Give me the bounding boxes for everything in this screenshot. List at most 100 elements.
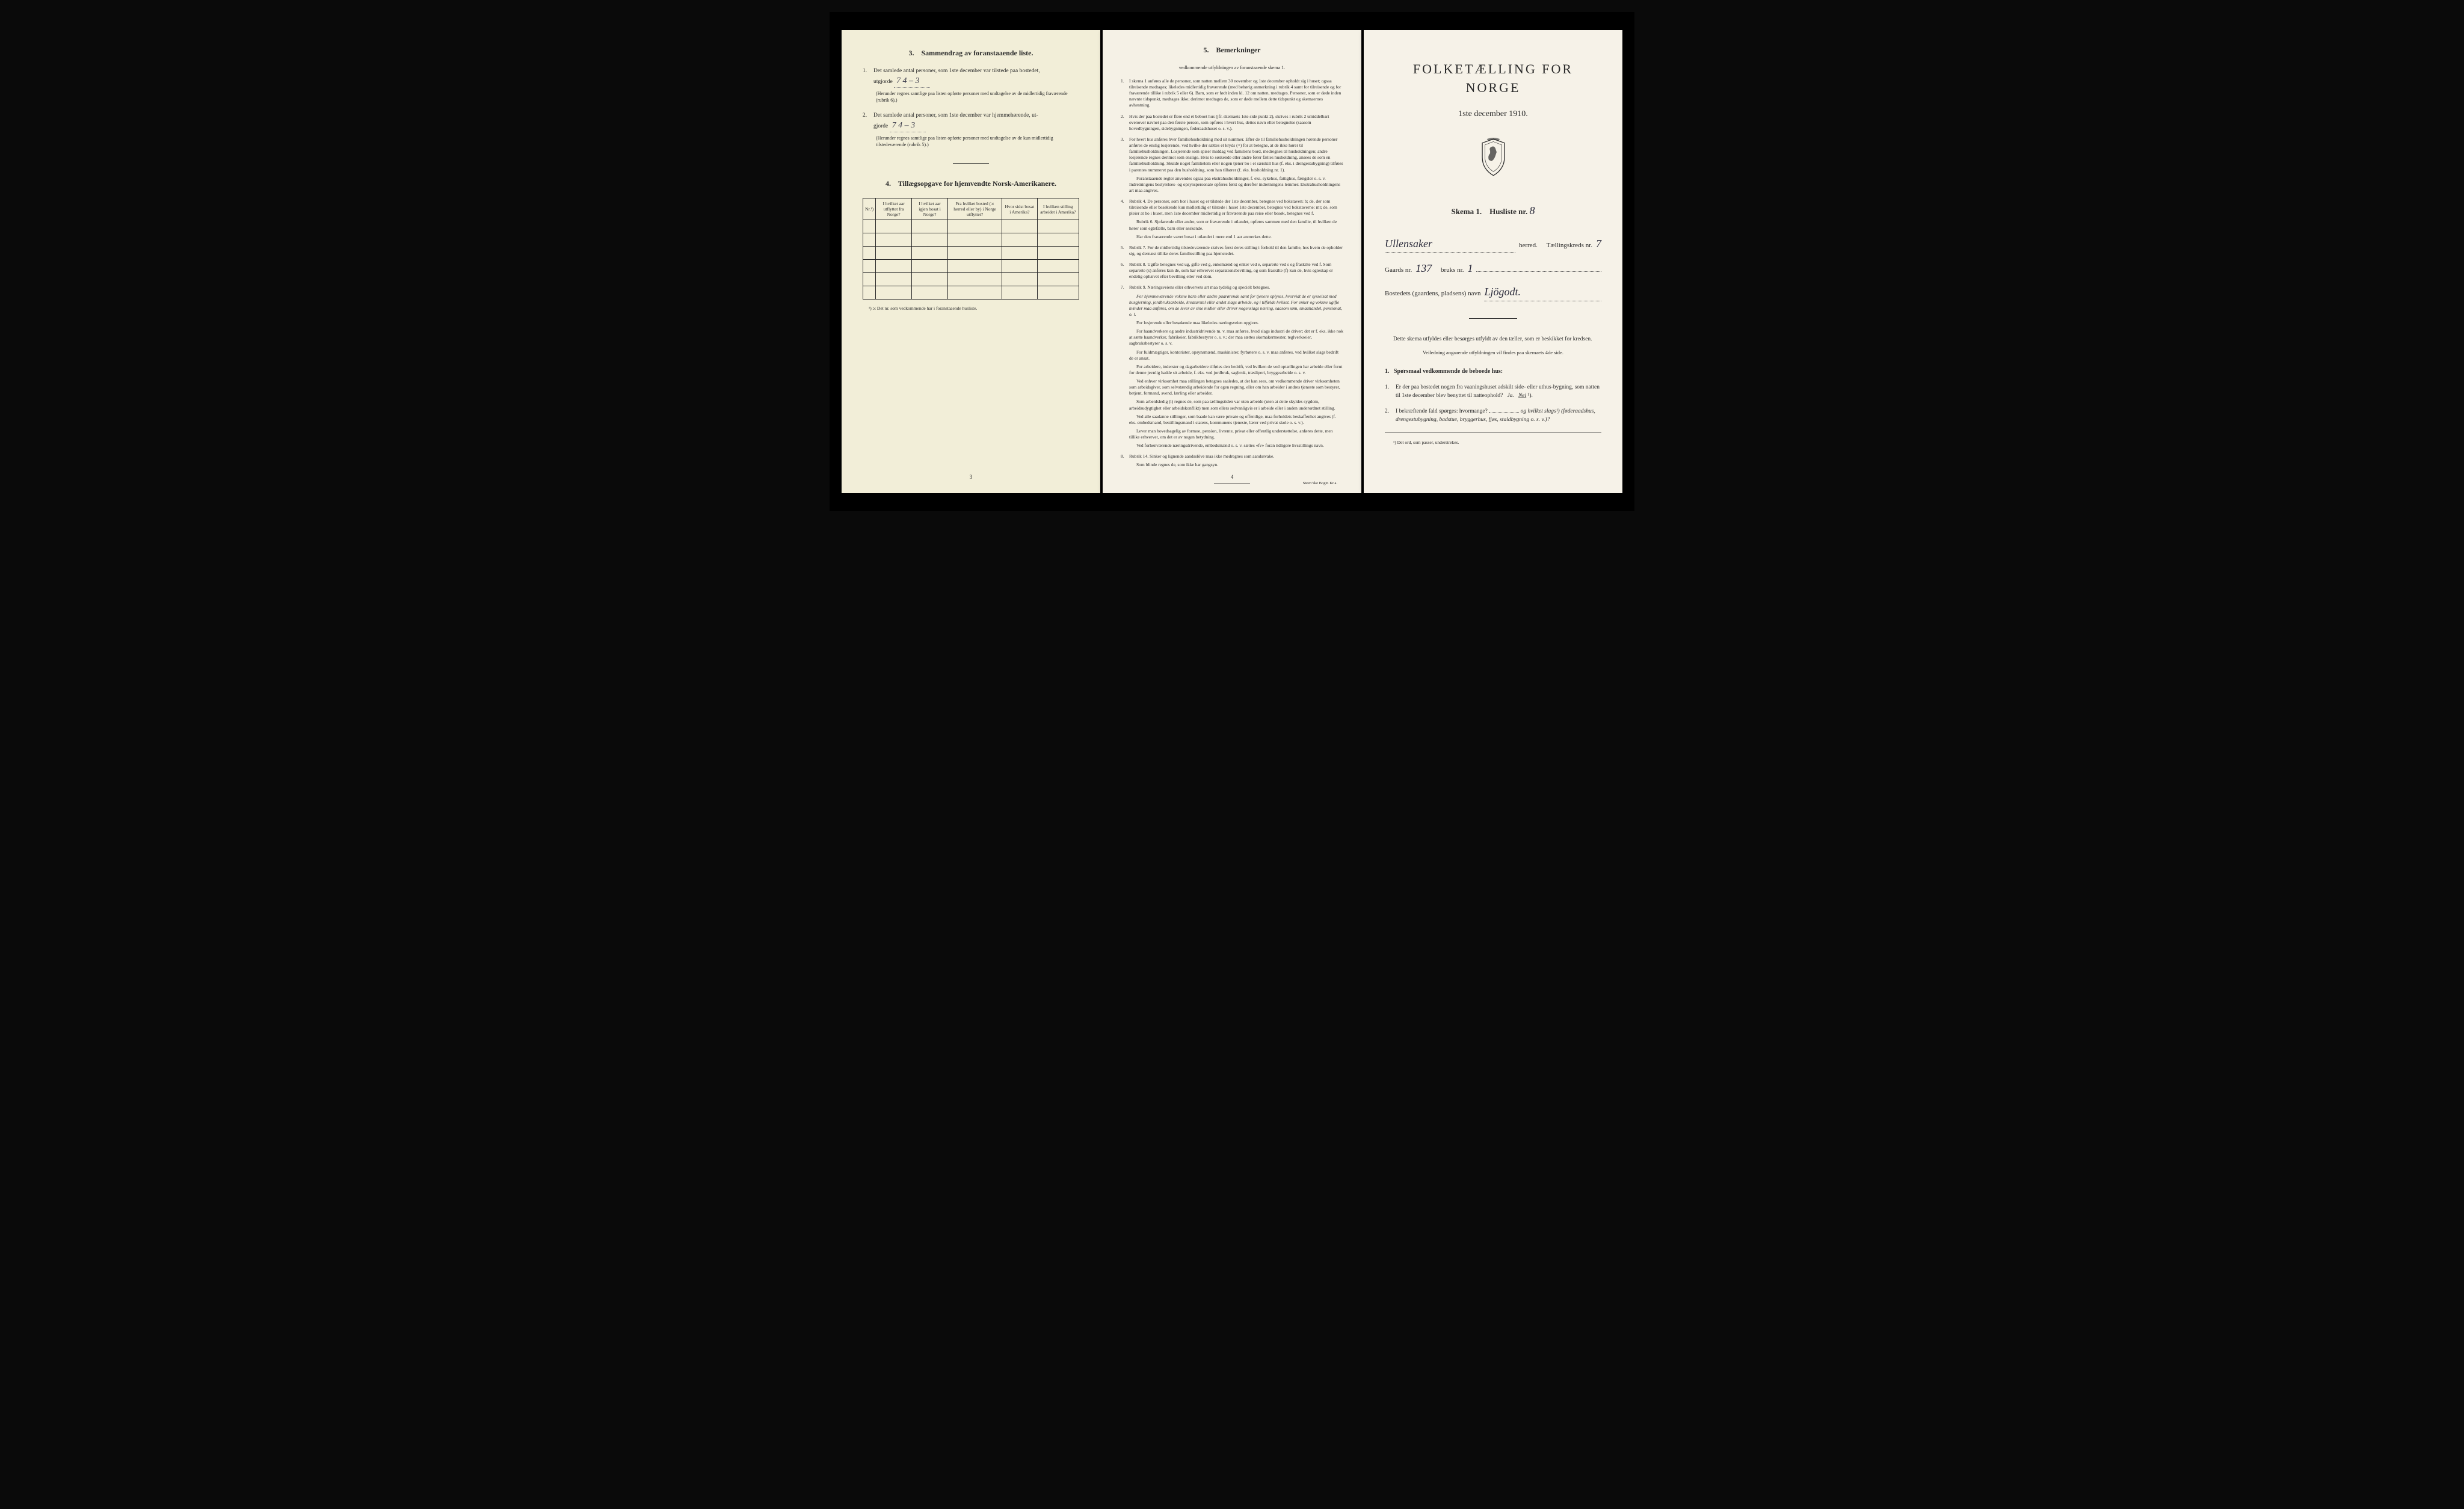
instruction-text: Dette skema utfyldes eller besørges utfy…	[1385, 336, 1601, 343]
page-3: 3. Sammendrag av foranstaaende liste. 1.…	[842, 30, 1100, 493]
gaards-label: Gaards nr.	[1385, 266, 1412, 275]
husliste-label: Husliste nr.	[1489, 207, 1527, 216]
table-row	[863, 273, 1079, 286]
remark-sub: Har den fraværende været bosat i utlande…	[1129, 234, 1343, 240]
remark-sub: Ved enhver virksomhet maa stillingen bet…	[1129, 378, 1343, 396]
remark-text: For hvert hus anføres hver familiehushol…	[1129, 137, 1343, 173]
divider	[953, 163, 989, 164]
table-row	[863, 260, 1079, 273]
remark-num: 2.	[1121, 114, 1124, 120]
bosted-value: Ljögodt.	[1484, 286, 1521, 298]
th-utflyttet: I hvilket aar utflyttet fra Norge?	[876, 198, 912, 220]
q1-text: Er der paa bostedet nogen fra vaaningshu…	[1396, 384, 1600, 399]
gaards-value: 137	[1415, 261, 1432, 276]
remark-text: Rubrik 8. Ugifte betegnes ved ug, gifte …	[1129, 262, 1333, 279]
summary-item-1: 1. Det samlede antal personer, som 1ste …	[863, 67, 1079, 103]
section-3-num: 3.	[909, 49, 914, 57]
remark-sub: Ved forhenværende næringsdrivende, embed…	[1129, 443, 1343, 449]
q1-nei: Nei	[1518, 393, 1526, 399]
cover-divider	[1469, 318, 1517, 319]
question-2: 2. I bekræftende fald spørges: hvormange…	[1385, 407, 1601, 425]
remark-7: 7. Rubrik 9. Næringsveiens eller erhverv…	[1121, 284, 1343, 449]
skema-label: Skema 1.	[1452, 207, 1482, 216]
bruks-value: 1	[1467, 261, 1473, 276]
remark-sub: Lever man hovedsagelig av formue, pensio…	[1129, 428, 1343, 440]
remark-1: 1. I skema 1 anføres alle de personer, s…	[1121, 78, 1343, 109]
remark-num: 5.	[1121, 245, 1124, 251]
herred-value: Ullensaker	[1385, 238, 1432, 250]
remark-5: 5. Rubrik 7. For de midlertidig tilstede…	[1121, 245, 1343, 257]
cover-footnote: ¹) Det ord, som passer, understrekes.	[1385, 440, 1601, 446]
herred-line: Ullensaker herred. Tællingskreds nr. 7	[1385, 236, 1601, 253]
remark-2: 2. Hvis der paa bostedet er flere end ét…	[1121, 114, 1343, 132]
section-3-heading: Sammendrag av foranstaaende liste.	[922, 49, 1033, 57]
question-block: 1. Spørsmaal vedkommende de beboede hus:…	[1385, 367, 1601, 446]
q1-ja: Ja.	[1507, 393, 1514, 399]
item-2-note: (Herunder regnes samtlige paa listen opf…	[873, 135, 1079, 148]
th-stilling: I hvilken stilling arbeidet i Amerika?	[1037, 198, 1079, 220]
table-header-row: Nr.¹) I hvilket aar utflyttet fra Norge?…	[863, 198, 1079, 220]
remark-8: 8. Rubrik 14. Sinker og lignende aandssl…	[1121, 453, 1343, 468]
remark-4: 4. Rubrik 4. De personer, som bor i huse…	[1121, 198, 1343, 240]
item-1-prefix: utgjorde	[873, 79, 893, 85]
remark-sub: For haandverkere og andre industridriven…	[1129, 328, 1343, 346]
th-nr: Nr.¹)	[863, 198, 876, 220]
bosted-label: Bostedets (gaardens, pladsens) navn	[1385, 289, 1480, 298]
table-body	[863, 220, 1079, 300]
printer-credit: Steenʼske Bogtr. Kr.a.	[1303, 481, 1337, 486]
document-container: 3. Sammendrag av foranstaaende liste. 1.…	[830, 12, 1634, 511]
remark-num: 1.	[1121, 78, 1124, 84]
q1-note: ¹).	[1528, 393, 1533, 399]
remark-num: 4.	[1121, 198, 1124, 204]
cover-date: 1ste december 1910.	[1385, 108, 1601, 120]
section-4-title: 4. Tillægsopgave for hjemvendte Norsk-Am…	[863, 179, 1079, 189]
item-1-note: (Herunder regnes samtlige paa listen opf…	[873, 90, 1079, 103]
remark-sub: Som blinde regnes de, som ikke har gangs…	[1129, 462, 1343, 468]
guidance-text: Veiledning angaaende utfyldningen vil fi…	[1385, 349, 1601, 357]
tallingskreds-label: Tællingskreds nr.	[1547, 241, 1592, 250]
table-wrap: Nr.¹) I hvilket aar utflyttet fra Norge?…	[863, 198, 1079, 312]
remark-text: Rubrik 7. For de midlertidig tilstedevær…	[1129, 245, 1343, 256]
q2-text: I bekræftende fald spørges: hvormange?	[1396, 408, 1488, 414]
amerikanere-table: Nr.¹) I hvilket aar utflyttet fra Norge?…	[863, 198, 1079, 300]
remark-sub: Ved alle saadanne stillinger, som baade …	[1129, 414, 1343, 426]
th-bosted: Fra hvilket bosted (ɔ: herred eller by) …	[948, 198, 1002, 220]
remark-text: Rubrik 14. Sinker og lignende aandsslôve…	[1129, 453, 1274, 459]
page-4: 5. Bemerkninger vedkommende utfyldningen…	[1103, 30, 1361, 493]
remark-num: 6.	[1121, 262, 1124, 268]
section-4-num: 4.	[886, 179, 891, 188]
remark-sub: Rubrik 6. Sjøfarende eller andre, som er…	[1129, 219, 1343, 231]
section-5-subtitle: vedkommende utfyldningen av foranstaaend…	[1121, 64, 1343, 71]
q-heading-text: Spørsmaal vedkommende de beboede hus:	[1394, 368, 1503, 375]
remark-sub: For fuldmægtiger, kontorister, opsynsmæn…	[1129, 349, 1343, 361]
remark-3: 3. For hvert hus anføres hver familiehus…	[1121, 137, 1343, 194]
section-4-heading: Tillægsopgave for hjemvendte Norsk-Ameri…	[898, 179, 1056, 188]
remark-num: 7.	[1121, 284, 1124, 290]
remark-text: I skema 1 anføres alle de personer, som …	[1129, 78, 1341, 108]
coat-of-arms-icon	[1385, 138, 1601, 179]
item-2-num: 2.	[863, 112, 867, 120]
item-1-text: Det samlede antal personer, som 1ste dec…	[873, 68, 1040, 74]
remark-text: Rubrik 9. Næringsveiens eller erhvervets…	[1129, 284, 1270, 290]
cover-page: FOLKETÆLLING FOR NORGE 1ste december 191…	[1364, 30, 1622, 493]
section-5-heading: Bemerkninger	[1216, 46, 1261, 54]
question-heading: 1. Spørsmaal vedkommende de beboede hus:	[1385, 367, 1601, 376]
item-2-prefix: gjorde	[873, 123, 888, 129]
remark-sub: For hjemmeværende voksne barn eller andr…	[1129, 294, 1343, 318]
q-heading-num: 1.	[1385, 368, 1390, 375]
item-2-value: 7 4 – 3	[890, 120, 926, 132]
tallingskreds-value: 7	[1596, 236, 1601, 251]
table-row	[863, 220, 1079, 233]
remark-6: 6. Rubrik 8. Ugifte betegnes ved ug, gif…	[1121, 262, 1343, 280]
husliste-value: 8	[1529, 204, 1535, 217]
remark-text: Rubrik 4. De personer, som bor i huset o…	[1129, 198, 1337, 216]
item-1-value: 7 4 – 3	[894, 75, 930, 88]
page-number-3: 3	[842, 473, 1100, 481]
summary-item-2: 2. Det samlede antal personer, som 1ste …	[863, 112, 1079, 148]
th-bosat: I hvilket aar igjen bosat i Norge?	[912, 198, 948, 220]
item-1-num: 1.	[863, 67, 867, 75]
section-5-num: 5.	[1204, 46, 1209, 54]
herred-label: herred.	[1519, 241, 1538, 250]
remarks-list: 1. I skema 1 anføres alle de personer, s…	[1121, 78, 1343, 469]
section-5-title: 5. Bemerkninger	[1121, 45, 1343, 55]
